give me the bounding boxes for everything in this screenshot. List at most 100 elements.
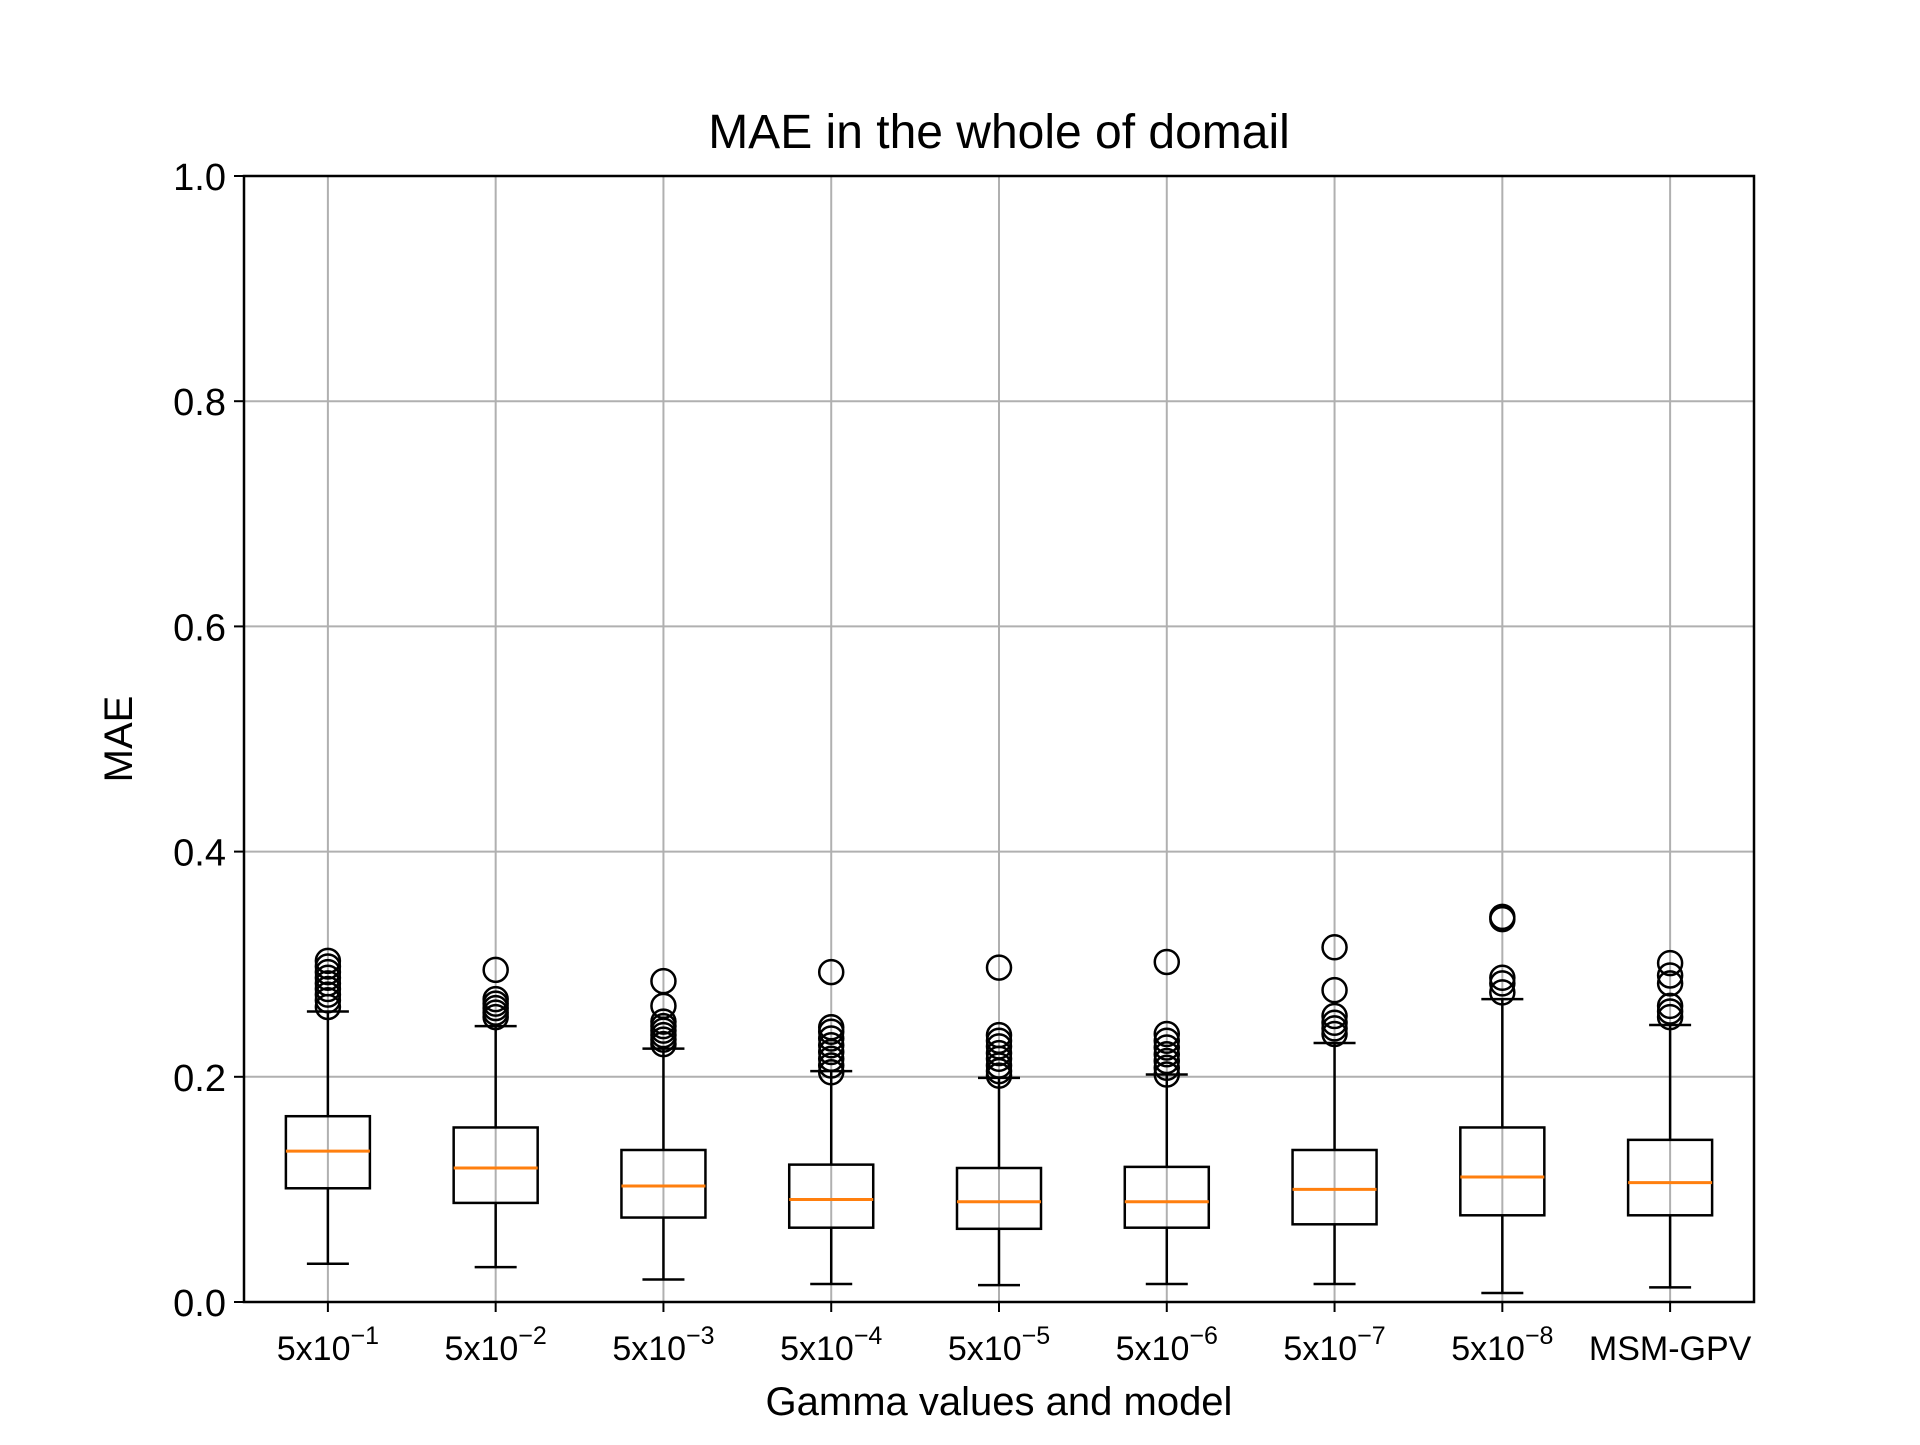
y-tick-label: 0.6 bbox=[173, 607, 226, 649]
outlier-point bbox=[482, 956, 509, 984]
outlier-point bbox=[1489, 979, 1516, 1006]
y-tick-label: 0.8 bbox=[173, 382, 226, 424]
x-tick-label: 5x10−8 bbox=[1451, 1322, 1553, 1368]
x-tick-label-exponent: −6 bbox=[1189, 1322, 1218, 1350]
outlier-point bbox=[1321, 1015, 1348, 1042]
outlier-point bbox=[1153, 948, 1181, 976]
outlier-point bbox=[314, 970, 342, 997]
outlier-point bbox=[1321, 976, 1348, 1004]
box-group bbox=[620, 967, 707, 1281]
outlier-point bbox=[1153, 1020, 1181, 1048]
x-tick-label-base: 5x10 bbox=[277, 1330, 351, 1368]
outlier-point bbox=[1489, 964, 1516, 991]
x-tick-label-base: 5x10 bbox=[1451, 1330, 1525, 1368]
outlier-point bbox=[1656, 962, 1684, 989]
x-tick-label-exponent: −8 bbox=[1525, 1322, 1554, 1350]
iqr-box bbox=[955, 1166, 1043, 1231]
iqr-box bbox=[787, 1163, 875, 1229]
x-tick-label: MSM-GPV bbox=[1589, 1330, 1752, 1368]
x-tick-label: 5x10−7 bbox=[1283, 1322, 1385, 1368]
iqr-box bbox=[1459, 1126, 1546, 1217]
box-group bbox=[1291, 934, 1378, 1286]
outlier-point bbox=[817, 1014, 845, 1041]
outlier-point bbox=[985, 1027, 1013, 1055]
outlier-point bbox=[817, 1052, 845, 1079]
outlier-point bbox=[1656, 992, 1684, 1020]
box-group bbox=[452, 956, 539, 1269]
y-tick-label: 0.2 bbox=[173, 1058, 226, 1100]
box-group bbox=[787, 958, 875, 1286]
outlier-point bbox=[1656, 998, 1684, 1025]
chart-title: MAE in the whole of domail bbox=[708, 106, 1290, 159]
outlier-point bbox=[314, 947, 342, 975]
outlier-point bbox=[1153, 1041, 1181, 1068]
box-series bbox=[284, 903, 1714, 1295]
outlier-point bbox=[1321, 934, 1348, 961]
x-axis-label: Gamma values and model bbox=[766, 1380, 1233, 1424]
outlier-point bbox=[1489, 970, 1516, 997]
outlier-point bbox=[314, 964, 342, 991]
outlier-point bbox=[482, 985, 509, 1013]
iqr-box bbox=[1123, 1165, 1211, 1229]
x-tick-label-exponent: −4 bbox=[854, 1322, 883, 1350]
outlier-point bbox=[1656, 949, 1684, 977]
x-tick-label: 5x10−1 bbox=[277, 1322, 379, 1368]
outlier-point bbox=[817, 1025, 845, 1052]
outlier-point bbox=[1321, 1009, 1348, 1037]
x-tick-label: 5x10−4 bbox=[780, 1322, 882, 1368]
outlier-point bbox=[1153, 1054, 1181, 1082]
box-group bbox=[1459, 903, 1546, 1295]
outlier-point bbox=[1321, 1020, 1348, 1048]
box-group bbox=[284, 947, 372, 1265]
outlier-point bbox=[314, 981, 342, 1008]
x-tick-label-base: 5x10 bbox=[445, 1330, 519, 1368]
x-tick-label-base: 5x10 bbox=[1283, 1330, 1357, 1368]
outlier-point bbox=[817, 1032, 845, 1059]
x-tick-label: 5x10−3 bbox=[612, 1322, 714, 1368]
outlier-point bbox=[1153, 1027, 1181, 1055]
iqr-box bbox=[620, 1148, 707, 1219]
x-tick-label-base: 5x10 bbox=[612, 1330, 686, 1368]
outlier-point bbox=[314, 958, 342, 986]
x-tick-label: 5x10−6 bbox=[1116, 1322, 1218, 1368]
y-tick-label: 0.0 bbox=[173, 1283, 226, 1325]
outlier-point bbox=[985, 954, 1013, 981]
outlier-point bbox=[1489, 903, 1516, 931]
outlier-point bbox=[985, 1033, 1013, 1060]
iqr-box bbox=[452, 1126, 539, 1205]
iqr-box bbox=[1626, 1138, 1714, 1217]
y-axis-label: MAE bbox=[97, 696, 141, 783]
y-tick-label: 1.0 bbox=[173, 157, 226, 199]
x-tick-label: 5x10−2 bbox=[445, 1322, 547, 1368]
outlier-point bbox=[817, 1045, 845, 1073]
x-tick-label-base: 5x10 bbox=[780, 1330, 854, 1368]
x-tick-label-base: 5x10 bbox=[948, 1330, 1022, 1368]
x-tick-label-exponent: −2 bbox=[518, 1322, 547, 1350]
x-tick-label-base: MSM-GPV bbox=[1589, 1330, 1752, 1368]
outlier-point bbox=[1153, 1047, 1181, 1075]
x-tick-label-exponent: −3 bbox=[686, 1322, 715, 1350]
y-tick-label: 0.4 bbox=[173, 833, 226, 875]
box-group bbox=[955, 954, 1043, 1287]
outlier-point bbox=[1153, 1061, 1181, 1088]
outlier-point bbox=[1153, 1034, 1181, 1061]
outlier-point bbox=[650, 967, 677, 995]
outlier-point bbox=[314, 975, 342, 1003]
x-tick-label-exponent: −5 bbox=[1022, 1322, 1051, 1350]
iqr-box bbox=[1291, 1148, 1378, 1226]
outlier-point bbox=[1321, 1002, 1348, 1030]
x-tick-label-base: 5x10 bbox=[1116, 1330, 1190, 1368]
outlier-point bbox=[817, 958, 845, 986]
box-group bbox=[1626, 949, 1714, 1289]
outlier-point bbox=[985, 1021, 1013, 1049]
outlier-point bbox=[1656, 970, 1684, 997]
outlier-point bbox=[314, 986, 342, 1014]
outlier-point bbox=[314, 953, 342, 980]
outlier-point bbox=[1656, 1003, 1684, 1031]
x-tick-label-exponent: −7 bbox=[1357, 1322, 1386, 1350]
x-tick-label-exponent: −1 bbox=[350, 1322, 379, 1350]
outlier-point bbox=[650, 1008, 677, 1035]
